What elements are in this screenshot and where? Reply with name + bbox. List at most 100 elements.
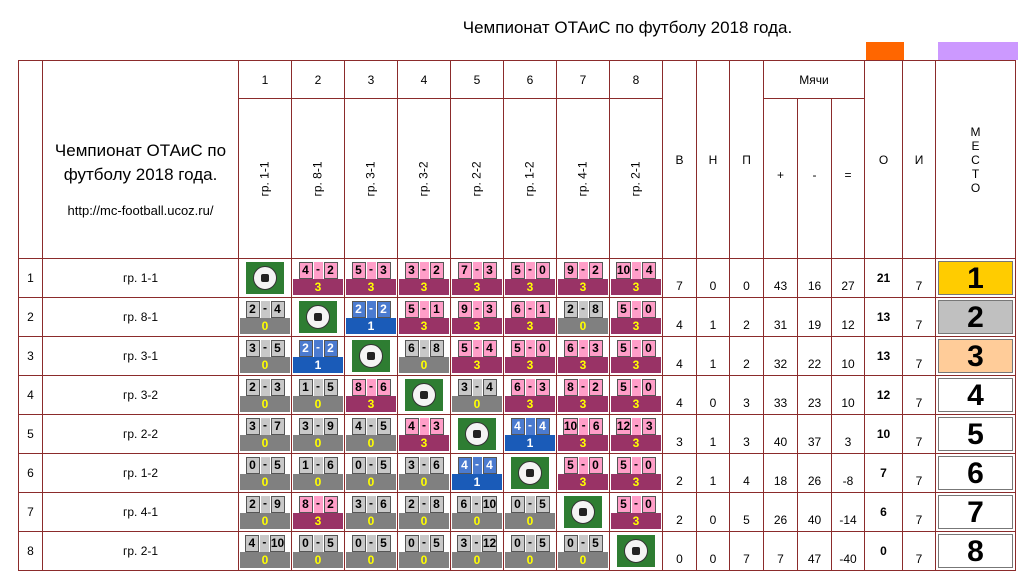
goals-scored: 0: [563, 534, 578, 552]
stat-gd: 3: [831, 414, 865, 454]
goals-conceded: 5: [270, 339, 285, 357]
place-value: 1: [938, 261, 1013, 295]
match-points: 0: [452, 395, 502, 412]
match-points: 1: [505, 434, 555, 451]
stat-ga: 23: [797, 375, 832, 415]
stat-n: 1: [696, 414, 730, 454]
goals-conceded: 2: [376, 300, 391, 318]
goals-scored: 0: [245, 456, 260, 474]
goals-conceded: 2: [588, 378, 603, 396]
goals-scored: 2: [245, 378, 260, 396]
place-cell: 5: [935, 414, 1016, 454]
goals-scored: 3: [245, 417, 260, 435]
match-points: 3: [452, 278, 502, 295]
stat-ga: 37: [797, 414, 832, 454]
stat-ga: 19: [797, 297, 832, 337]
goals-conceded: 2: [323, 261, 338, 279]
group-header: гр. 8-1: [291, 98, 345, 259]
goals-scored: 0: [351, 534, 366, 552]
match-points: 0: [293, 395, 343, 412]
goals-conceded: 4: [642, 261, 657, 279]
goals-scored: 4: [457, 456, 472, 474]
goals-scored: 5: [404, 300, 419, 318]
goals-scored: 8: [351, 378, 366, 396]
goals-conceded: 5: [376, 417, 391, 435]
goals-scored: 12: [615, 417, 632, 435]
header-goals-against: -: [797, 98, 832, 259]
goals-scored: 6: [563, 339, 578, 357]
goals-conceded: 4: [482, 456, 497, 474]
goals-scored: 7: [457, 261, 472, 279]
stat-gf: 26: [763, 492, 798, 532]
table-row: 4 гр. 3-2 2-3 0 1-5 0 8-6 3 3-4 0 6-3 3 8-2 3 5-0 3 4 0 3 3…: [18, 375, 1016, 415]
place-cell: 7: [935, 492, 1016, 532]
team-name: гр. 2-2: [42, 414, 239, 454]
goals-conceded: 3: [482, 300, 497, 318]
team-name: гр. 1-2: [42, 453, 239, 493]
stat-gd: -14: [831, 492, 865, 532]
goals-scored: 5: [563, 456, 578, 474]
goals-conceded: 0: [535, 261, 550, 279]
row-number: 6: [18, 453, 43, 493]
corner-cell: [18, 60, 43, 259]
total-points: 7: [864, 453, 903, 493]
goals-scored: 0: [510, 495, 525, 513]
title-cell-top: [42, 60, 239, 99]
col-number: 7: [556, 60, 610, 99]
title-cell: Чемпионат ОТАиС по футболу 2018 года. ht…: [42, 98, 239, 259]
match-points: 0: [399, 473, 449, 490]
header-goals-for: +: [763, 98, 798, 259]
total-points: 12: [864, 375, 903, 415]
match-points: 3: [611, 317, 661, 334]
match-points: 0: [452, 512, 502, 529]
goals-conceded: 0: [641, 378, 656, 396]
match-points: 3: [399, 434, 449, 451]
stat-n: 0: [696, 375, 730, 415]
diagonal-cell: [291, 297, 345, 337]
stat-n: 0: [696, 492, 730, 532]
goals-scored: 6: [404, 339, 419, 357]
stat-p: 5: [729, 492, 764, 532]
stat-p: 3: [729, 375, 764, 415]
site-url[interactable]: http://mc-football.ucoz.ru/: [67, 202, 214, 218]
total-points: 10: [864, 414, 903, 454]
match-points: 0: [240, 434, 290, 451]
row-number: 4: [18, 375, 43, 415]
stat-ga: 26: [797, 453, 832, 493]
match-points: 3: [611, 278, 661, 295]
total-points: 0: [864, 531, 903, 571]
stat-p: 3: [729, 414, 764, 454]
stat-gd: -8: [831, 453, 865, 493]
goals-scored: 0: [404, 534, 419, 552]
table-row: 7 гр. 4-1 2-9 0 8-2 3 3-6 0 2-8 0 6-10 0 0-5 0 5-0 3 2 0 5…: [18, 492, 1016, 532]
stat-v: 3: [662, 414, 697, 454]
place-value: 6: [938, 456, 1013, 490]
group-header: гр. 1-1: [238, 98, 292, 259]
stat-v: 4: [662, 336, 697, 376]
group-label: гр. 8-1: [311, 160, 325, 197]
goals-conceded: 7: [270, 417, 285, 435]
match-result: 12-3 3: [609, 414, 663, 454]
goals-conceded: 2: [323, 495, 338, 513]
goals-conceded: 5: [588, 534, 603, 552]
goals-conceded: 5: [376, 534, 391, 552]
goals-scored: 3: [298, 417, 313, 435]
